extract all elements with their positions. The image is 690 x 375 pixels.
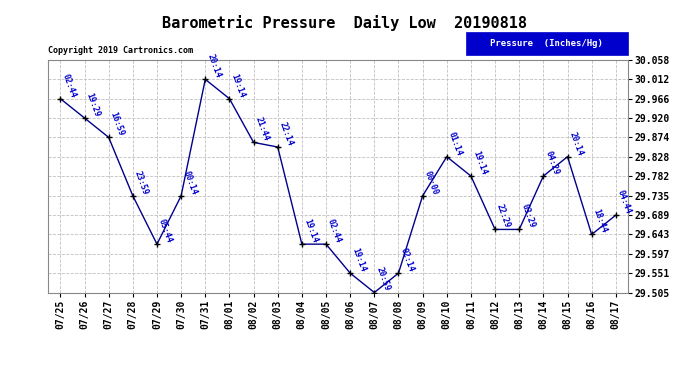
Text: 20:14: 20:14 xyxy=(206,53,222,80)
Text: 21:44: 21:44 xyxy=(254,116,270,142)
Text: 19:14: 19:14 xyxy=(471,150,488,176)
FancyBboxPatch shape xyxy=(466,32,628,56)
Text: 19:29: 19:29 xyxy=(85,92,101,118)
Text: 22:14: 22:14 xyxy=(277,120,295,147)
Text: 18:44: 18:44 xyxy=(591,208,609,234)
Text: 05:44: 05:44 xyxy=(157,217,174,244)
Text: 19:14: 19:14 xyxy=(229,72,246,99)
Text: 20:59: 20:59 xyxy=(374,266,391,292)
Text: Pressure  (Inches/Hg): Pressure (Inches/Hg) xyxy=(491,39,603,48)
Text: 04:29: 04:29 xyxy=(544,150,560,176)
Text: 22:29: 22:29 xyxy=(495,203,512,229)
Text: 02:14: 02:14 xyxy=(398,247,415,273)
Text: 00:14: 00:14 xyxy=(181,169,198,196)
Text: 19:14: 19:14 xyxy=(302,217,319,244)
Text: 04:44: 04:44 xyxy=(615,189,633,215)
Text: 23:59: 23:59 xyxy=(132,169,150,196)
Text: 01:14: 01:14 xyxy=(447,130,464,157)
Text: 02:44: 02:44 xyxy=(61,72,77,99)
Text: Barometric Pressure  Daily Low  20190818: Barometric Pressure Daily Low 20190818 xyxy=(163,15,527,31)
Text: 03:29: 03:29 xyxy=(519,203,536,229)
Text: 19:14: 19:14 xyxy=(350,247,367,273)
Text: 00:00: 00:00 xyxy=(422,169,440,196)
Text: 16:59: 16:59 xyxy=(109,111,126,137)
Text: Copyright 2019 Cartronics.com: Copyright 2019 Cartronics.com xyxy=(48,46,193,56)
Text: 20:14: 20:14 xyxy=(567,130,584,157)
Text: 02:44: 02:44 xyxy=(326,217,343,244)
